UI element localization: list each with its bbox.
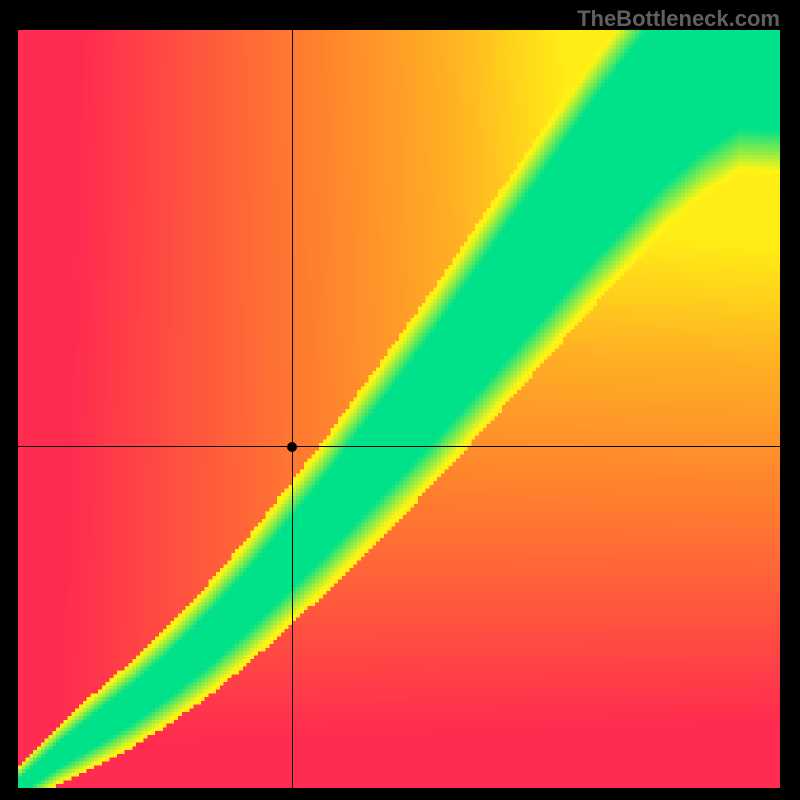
watermark-text: TheBottleneck.com	[577, 6, 780, 32]
crosshair-vertical	[292, 30, 293, 788]
crosshair-marker	[287, 442, 297, 452]
bottleneck-heatmap	[18, 30, 780, 788]
crosshair-horizontal	[18, 446, 780, 447]
heatmap-canvas	[18, 30, 780, 788]
